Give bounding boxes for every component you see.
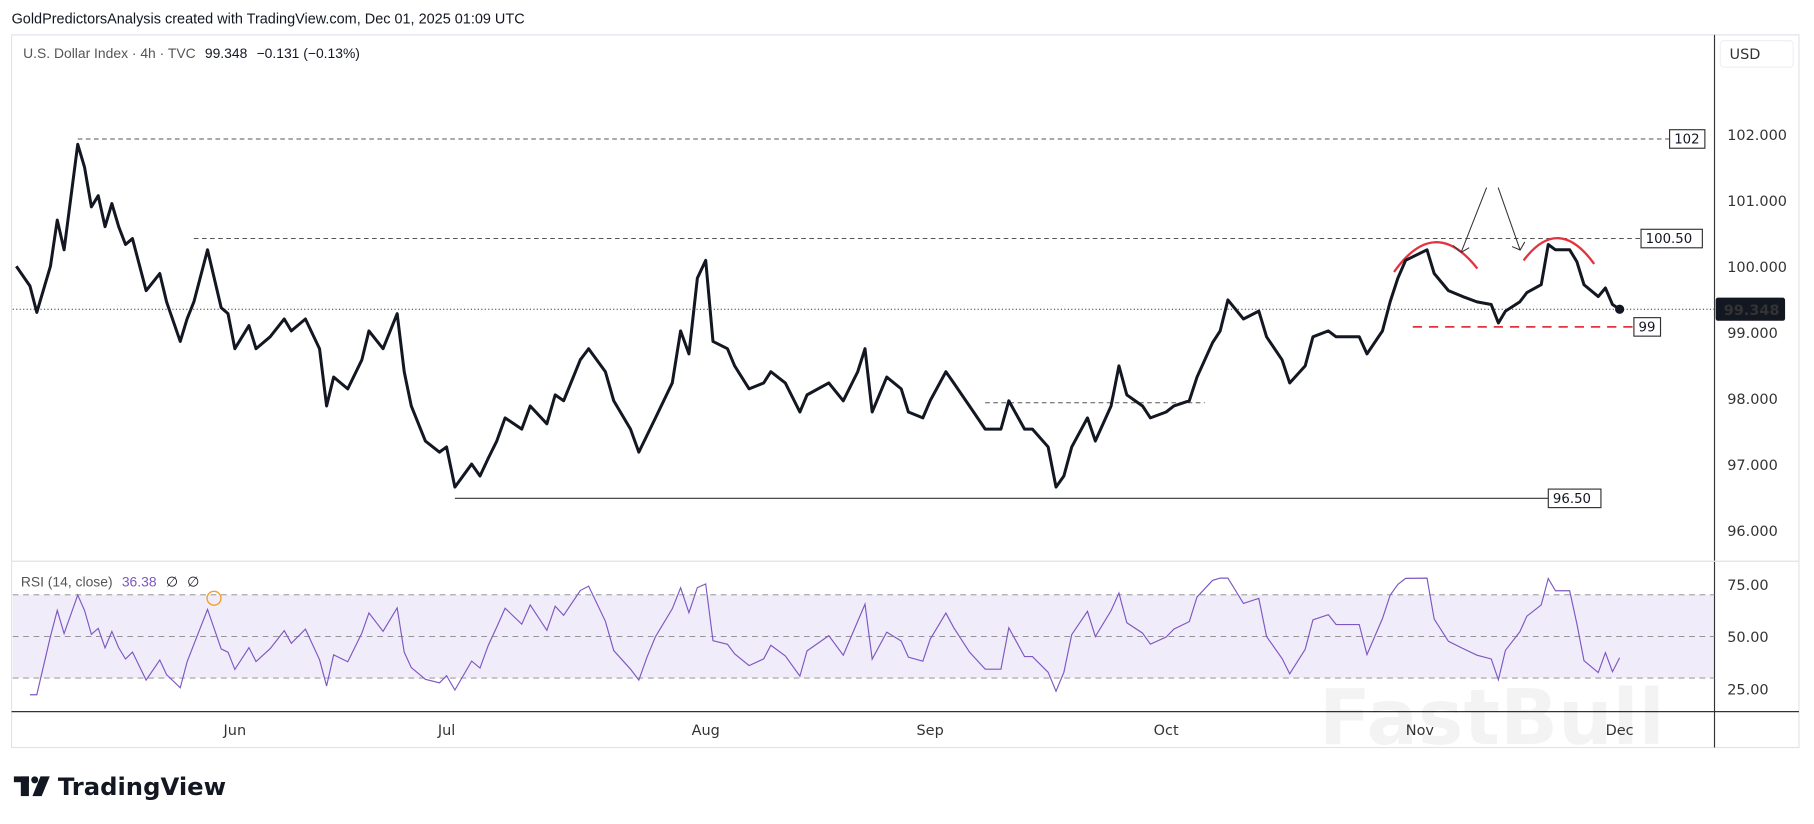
annotations: 102 100.50 99 96.50 [12,129,1715,509]
current-price-badge-bg [1715,297,1786,321]
price-tick-label: 100.000 [1727,260,1787,276]
level-label-102: 102 [1669,129,1706,149]
watermark: FastBull [1319,674,1665,763]
rsi-extra-1: ∅ [166,574,178,590]
arrow-right-icon [1497,187,1526,251]
level-label-text: 102 [1674,133,1699,148]
rsi-extra-2: ∅ [187,574,199,590]
level-label-99: 99 [1633,317,1662,337]
time-tick-dec: Dec [1606,723,1634,739]
level-label-text: 96.50 [1553,492,1591,507]
price-tick-label: 99.000 [1727,326,1778,342]
rsi-tick-label: 50.00 [1727,630,1768,646]
rsi-pane: 75.00 50.00 25.00 [12,576,1769,698]
rsi-value: 36.38 [122,574,157,590]
rsi-tick-label: 75.00 [1727,578,1768,594]
price-change: −0.131 (−0.13%) [257,45,360,61]
level-label-box [1640,228,1703,249]
level-label-box [1633,317,1662,337]
tradingview-wordmark: TradingView [58,772,226,801]
time-tick-oct: Oct [1154,723,1179,739]
rsi-line [29,576,1621,696]
svg-text:RSI (14, close)36.38∅∅: RSI (14, close) 36.38 ∅ ∅ [21,574,199,590]
currency-label[interactable]: USD [1730,47,1761,63]
attribution-text: GoldPredictorsAnalysis created with Trad… [12,11,525,27]
last-price-dot [1615,304,1625,314]
rsi-tick-label: 25.00 [1727,682,1768,698]
time-tick-nov: Nov [1406,723,1435,739]
time-tick-jul: Jul [437,723,455,739]
level-label-100.50: 100.50 [1640,228,1703,249]
current-price-badge-text: 99.348 [1724,303,1780,319]
level-label-text: 99 [1639,321,1656,336]
rsi-legend: RSI (14, close) 36.38 ∅ ∅ [21,574,199,590]
rsi-marker-circle [206,590,222,606]
level-label-text: 100.50 [1646,232,1693,247]
tradingview-logo-icon [13,776,50,797]
level-label-96.50: 96.50 [1547,488,1602,509]
price-tick-label: 96.000 [1727,524,1778,540]
left-top-arc [1393,241,1479,273]
price-tick-label: 98.000 [1727,392,1778,408]
right-top-arc [1522,237,1596,265]
legend: U.S. Dollar Index · 4h · TVC 99.348 −0.131… [23,45,360,61]
time-tick-jun: Jun [223,723,247,739]
price-tick-label: 102.000 [1727,128,1787,144]
time-tick-sep: Sep [917,723,944,739]
price-tick-label: 97.000 [1727,458,1778,474]
arrow-left-icon [1452,187,1488,253]
price-tick-label: 101.000 [1727,194,1787,210]
rsi-label[interactable]: RSI (14, close) [21,574,113,590]
tradingview-logo[interactable]: TradingView [13,772,226,801]
current-price-badge: 99.348 [1715,297,1786,321]
last-price: 99.348 [205,45,248,61]
level-label-box [1669,129,1706,149]
time-tick-aug: Aug [692,723,720,739]
symbol-info[interactable]: U.S. Dollar Index · 4h · TVC [23,45,195,61]
price-pane [15,142,1625,489]
level-label-box [1547,488,1602,509]
axes: 102.000 101.000 100.000 99.000 98.000 97.000 9… [223,128,1787,739]
currency-button[interactable]: USD [1719,40,1794,68]
price-line [15,142,1621,489]
